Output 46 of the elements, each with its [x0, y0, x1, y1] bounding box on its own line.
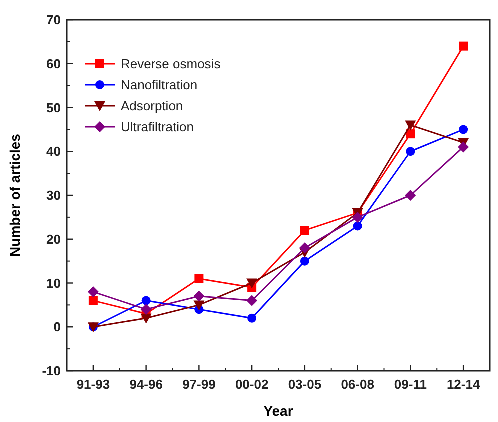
x-tick-label: 03-05	[288, 377, 322, 392]
y-tick-label: 60	[46, 56, 61, 72]
point	[406, 130, 416, 139]
y-tick-label: 20	[46, 232, 61, 247]
point	[458, 142, 470, 153]
point	[88, 296, 98, 306]
point	[194, 290, 205, 302]
legend-label: Reverse osmosis	[121, 56, 222, 72]
y-tick-label: 30	[46, 188, 61, 204]
point	[352, 212, 364, 223]
point	[300, 256, 310, 266]
point	[194, 300, 205, 311]
point	[194, 274, 204, 284]
point	[405, 190, 416, 201]
legend-label: Adsorption	[121, 98, 184, 114]
point	[459, 125, 468, 134]
x-tick-label: 94-96	[130, 377, 163, 392]
x-tick-label: 09-11	[394, 377, 427, 392]
point	[88, 286, 99, 298]
x-tick-label: 91-93	[76, 377, 110, 392]
y-tick-label: 40	[46, 144, 61, 160]
point	[246, 295, 258, 306]
point	[300, 226, 310, 236]
y-tick-label: -10	[42, 364, 61, 379]
x-tick-label: 06-08	[341, 377, 374, 392]
y-tick-label: 50	[46, 100, 61, 116]
point	[246, 278, 258, 289]
point	[140, 314, 152, 324]
y-tick-label: 70	[46, 12, 61, 28]
x-tick-label: 97-99	[182, 377, 216, 392]
point	[459, 42, 468, 51]
x-tick-label: 00-02	[235, 377, 269, 392]
legend-label: Ultrafiltration	[121, 120, 194, 135]
point	[353, 222, 362, 231]
point	[406, 147, 416, 156]
x-axis-title: Year	[264, 403, 294, 419]
y-tick-label: 10	[46, 276, 61, 291]
point	[248, 314, 257, 323]
point	[299, 242, 310, 254]
y-tick-label: 0	[54, 320, 61, 335]
point	[140, 304, 152, 316]
point	[142, 296, 151, 306]
y-axis-title: Number of articles	[7, 134, 23, 257]
point	[405, 120, 416, 131]
x-tick-label: 12-14	[446, 377, 481, 392]
legend-label: Nanofiltration	[121, 78, 198, 93]
